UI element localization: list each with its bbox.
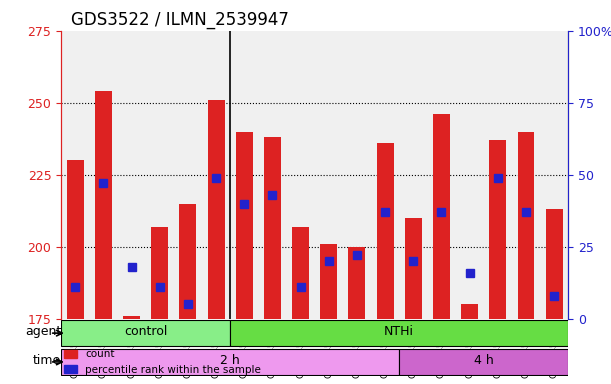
Text: 4 h: 4 h — [474, 354, 494, 367]
Bar — [292, 227, 309, 319]
Bar — [180, 204, 196, 319]
Bar — [230, 320, 568, 346]
Bar — [152, 227, 168, 319]
Bar — [348, 247, 365, 319]
Legend: count, percentile rank within the sample: count, percentile rank within the sample — [60, 345, 265, 379]
Bar — [123, 316, 140, 319]
Text: agent: agent — [25, 325, 61, 338]
Bar — [399, 349, 568, 375]
Bar — [405, 218, 422, 319]
Bar — [61, 320, 230, 346]
Bar — [518, 131, 535, 319]
Bar — [208, 100, 224, 319]
Text: GDS3522 / ILMN_2539947: GDS3522 / ILMN_2539947 — [71, 12, 289, 30]
Bar — [67, 161, 84, 319]
Text: NTHi: NTHi — [384, 325, 414, 338]
Bar — [95, 91, 112, 319]
Bar — [489, 140, 507, 319]
Text: time: time — [33, 354, 61, 367]
Text: control: control — [124, 325, 167, 338]
Text: 2 h: 2 h — [221, 354, 240, 367]
Bar — [433, 114, 450, 319]
Bar — [61, 349, 399, 375]
Bar — [461, 304, 478, 319]
Bar — [236, 131, 253, 319]
Bar — [264, 137, 281, 319]
Bar — [376, 143, 393, 319]
Bar — [320, 244, 337, 319]
Bar — [546, 209, 563, 319]
